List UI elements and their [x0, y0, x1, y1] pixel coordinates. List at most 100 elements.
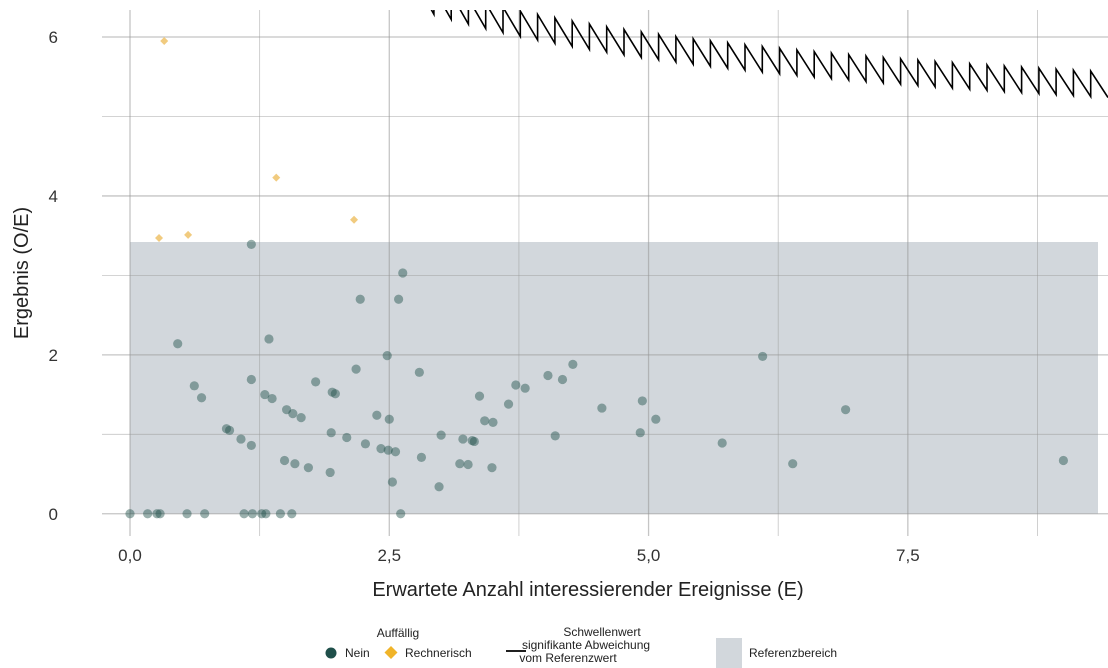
legend: Auffällig Nein Rechnerisch Schwellenwert… — [325, 625, 837, 668]
data-point-nein — [414, 367, 424, 377]
data-point-nein — [282, 405, 292, 415]
data-point-nein — [355, 294, 365, 304]
data-point-nein — [382, 351, 392, 361]
legend-group-title: Auffällig — [377, 626, 419, 640]
data-point-rechnerisch — [350, 215, 359, 224]
data-point-nein — [651, 414, 661, 424]
data-point-nein — [342, 432, 352, 443]
data-point-nein — [458, 434, 468, 444]
data-point-nein — [376, 443, 386, 454]
data-point-nein — [841, 405, 851, 415]
data-point-nein — [635, 428, 645, 438]
data-point-nein — [326, 428, 336, 438]
x-axis-title: Erwartete Anzahl interessierender Ereign… — [372, 579, 803, 601]
y-tick-label: 2 — [49, 346, 58, 365]
data-point-nein — [503, 399, 514, 409]
y-axis-title: Ergebnis (O/E) — [11, 207, 33, 339]
data-point-nein — [224, 425, 235, 435]
data-point-nein — [152, 509, 162, 519]
data-point-nein — [257, 509, 267, 519]
threshold-line — [430, 10, 1108, 100]
data-point-nein — [557, 374, 568, 385]
data-point-nein — [543, 370, 553, 381]
data-point-nein — [296, 413, 306, 423]
data-point-nein — [290, 459, 300, 469]
data-point-nein — [520, 383, 530, 393]
data-point-nein — [511, 380, 521, 390]
data-point-nein — [330, 389, 340, 399]
data-point-nein — [469, 436, 479, 447]
data-point-nein — [236, 434, 246, 444]
data-point-nein — [246, 239, 256, 249]
data-point-nein — [200, 509, 210, 519]
legend-rechnerisch-label: Rechnerisch — [405, 646, 472, 660]
data-point-nein — [125, 509, 135, 519]
y-tick-label: 0 — [49, 505, 58, 524]
x-tick-label: 0,0 — [118, 546, 142, 565]
data-point-nein — [311, 377, 321, 387]
data-point-nein — [196, 393, 207, 403]
tick-label-layer: 0,0 2,5 5,0 7,5 0 2 4 6 — [49, 28, 920, 565]
y-tick-label: 6 — [49, 28, 58, 47]
data-point-nein — [261, 509, 271, 519]
legend-threshold-label-line-2: signifikante Abweichung — [522, 638, 650, 652]
data-point-nein — [264, 334, 274, 344]
data-point-nein — [455, 459, 465, 469]
data-point-nein — [327, 387, 337, 397]
legend-rechnerisch-marker — [384, 646, 398, 659]
data-point-nein — [360, 439, 371, 449]
data-point-nein — [568, 359, 578, 369]
data-point-nein — [487, 463, 497, 473]
x-tick-label: 5,0 — [637, 546, 661, 565]
grid-layer — [102, 10, 1108, 536]
data-point-nein — [173, 339, 183, 349]
data-point-nein — [351, 364, 361, 374]
legend-reference-band-marker — [716, 638, 742, 668]
data-point-nein — [325, 467, 335, 478]
x-tick-label: 2,5 — [377, 546, 401, 565]
data-point-rechnerisch — [160, 36, 169, 45]
data-point-nein — [287, 509, 297, 519]
data-point-nein — [189, 381, 199, 391]
data-point-nein — [246, 374, 256, 385]
legend-threshold-label-line-1: Schwellenwert — [563, 625, 641, 639]
data-point-nein — [267, 393, 277, 404]
data-point-nein — [275, 509, 285, 519]
data-point-nein — [550, 431, 560, 441]
data-point-nein — [221, 424, 232, 434]
data-point-nein — [637, 396, 647, 406]
data-point-nein — [467, 436, 477, 446]
reference-band — [130, 242, 1098, 514]
x-tick-label: 7,5 — [896, 546, 920, 565]
data-point-nein — [247, 509, 257, 519]
data-point-nein — [246, 440, 256, 451]
data-point-nein — [597, 403, 607, 413]
data-point-nein — [398, 268, 408, 278]
data-point-rechnerisch — [155, 234, 164, 243]
data-point-nein — [474, 391, 485, 401]
data-point-nein — [394, 294, 404, 304]
legend-nein-label: Nein — [345, 646, 370, 660]
data-point-nein — [182, 509, 192, 519]
data-point-nein — [288, 409, 298, 419]
data-point-nein — [1058, 455, 1069, 466]
data-point-nein — [239, 509, 249, 519]
data-point-nein — [384, 414, 394, 424]
data-point-nein — [758, 351, 768, 362]
data-point-nein — [463, 459, 473, 470]
data-point-nein — [390, 447, 401, 457]
data-point-nein — [143, 509, 153, 519]
y-tick-label: 4 — [49, 187, 58, 206]
data-point-rechnerisch — [272, 173, 281, 182]
data-point-nein — [396, 509, 406, 519]
data-point-nein — [717, 438, 727, 448]
data-point-nein — [279, 455, 290, 466]
data-point-nein — [488, 417, 498, 427]
data-point-nein — [434, 482, 444, 492]
data-point-nein — [372, 410, 382, 420]
data-point-nein — [383, 445, 393, 455]
data-point-nein — [416, 452, 427, 462]
points-layer — [125, 36, 1069, 519]
legend-reference-band-label: Referenzbereich — [749, 646, 837, 660]
